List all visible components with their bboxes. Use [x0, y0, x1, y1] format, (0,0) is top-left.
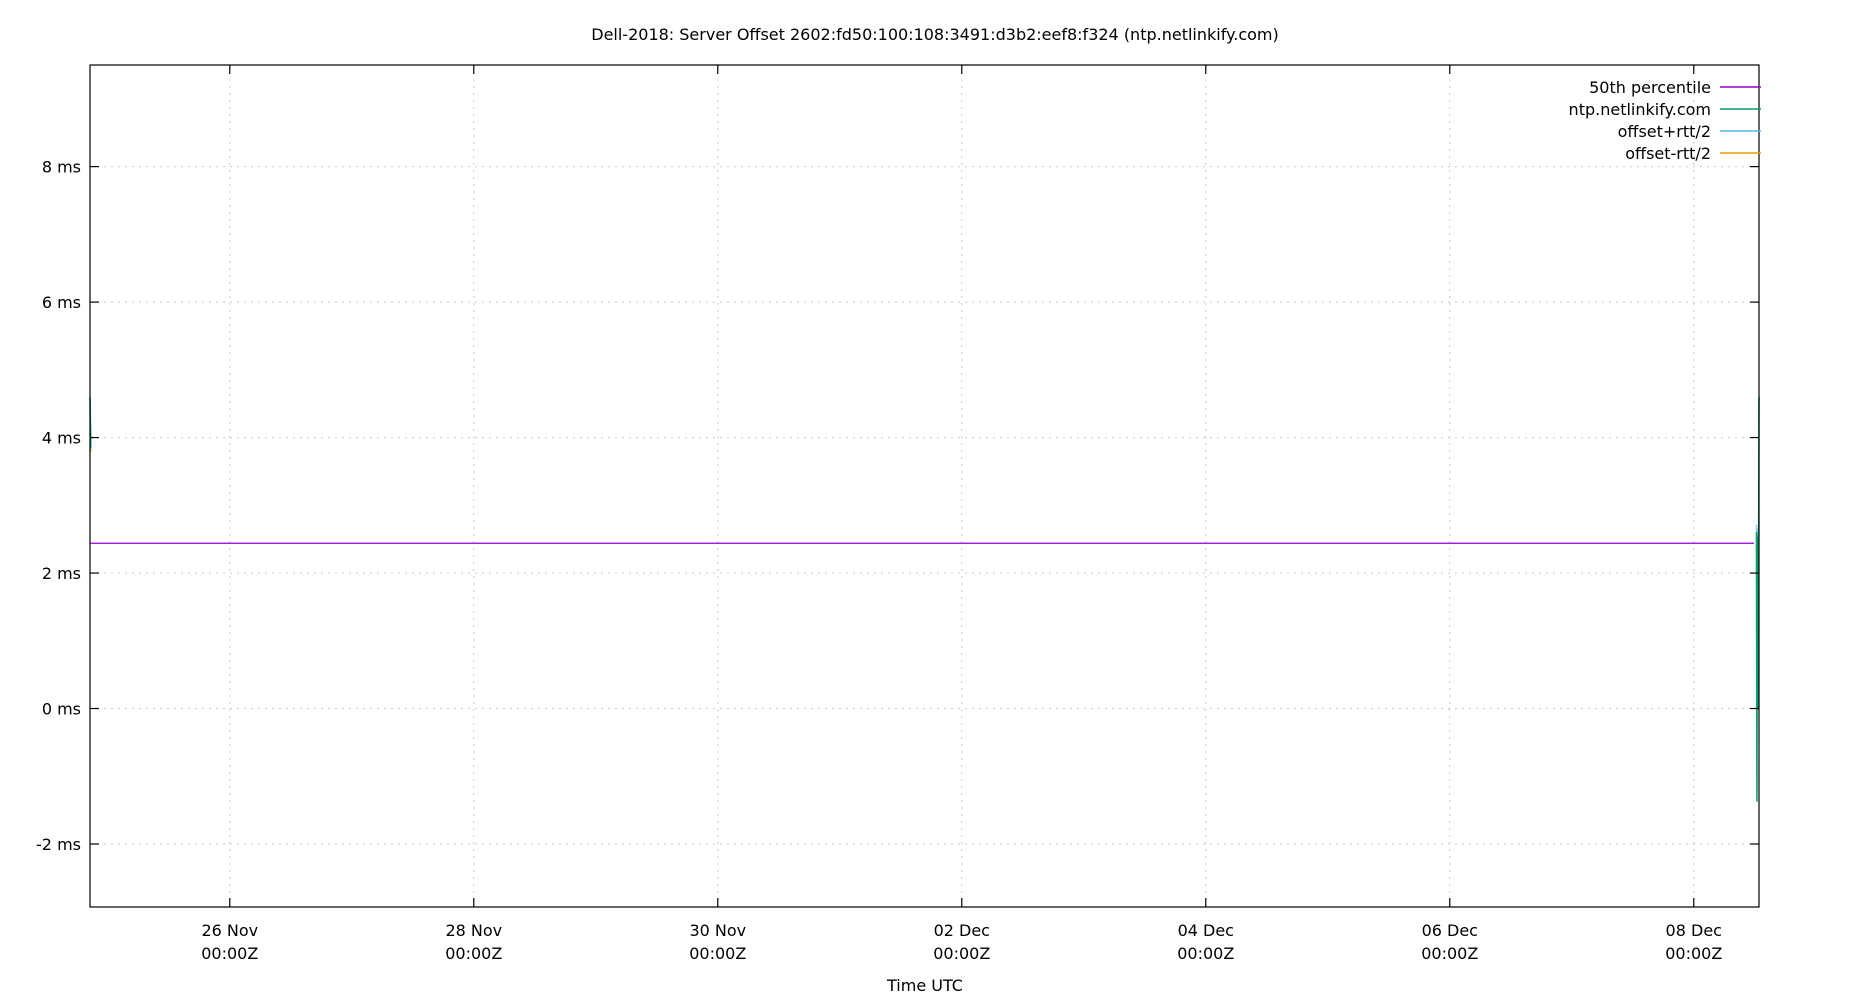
legend: 50th percentile ntp.netlinkify.com offset+…	[1569, 78, 1761, 163]
x-tick-label-time: 00:00Z	[1665, 944, 1722, 963]
x-tick-label-time: 00:00Z	[1421, 944, 1478, 963]
x-tick-label-time: 00:00Z	[689, 944, 746, 963]
series-layer	[89, 396, 1760, 802]
x-tick-label-time: 00:00Z	[201, 944, 258, 963]
data-point	[1756, 528, 1758, 530]
y-tick-label: 6 ms	[42, 293, 81, 312]
y-tick-label: -2 ms	[36, 835, 81, 854]
x-tick-label-date: 30 Nov	[689, 921, 746, 940]
y-tick-label: 2 ms	[42, 564, 81, 583]
x-tick-label-time: 00:00Z	[445, 944, 502, 963]
x-tick-label-date: 26 Nov	[201, 921, 258, 940]
data-point	[1756, 800, 1758, 802]
x-tick-label-date: 08 Dec	[1666, 921, 1722, 940]
x-tick-label-date: 02 Dec	[934, 921, 990, 940]
data-point	[1755, 525, 1758, 527]
x-tick-label-date: 06 Dec	[1422, 921, 1478, 940]
legend-label: offset-rtt/2	[1625, 144, 1711, 163]
x-axis-label: Time UTC	[886, 976, 963, 995]
grid	[90, 65, 1759, 907]
y-tick-label: 4 ms	[42, 429, 81, 448]
legend-label: 50th percentile	[1589, 78, 1711, 97]
plot-border	[89, 64, 1760, 908]
legend-label: ntp.netlinkify.com	[1569, 100, 1711, 119]
x-tick-label-time: 00:00Z	[1177, 944, 1234, 963]
x-tick-label-time: 00:00Z	[933, 944, 990, 963]
chart-title: Dell-2018: Server Offset 2602:fd50:100:1…	[591, 25, 1279, 44]
legend-label: offset+rtt/2	[1618, 122, 1711, 141]
y-tick-label: 8 ms	[42, 158, 81, 177]
data-point	[1755, 531, 1758, 534]
x-tick-label-date: 28 Nov	[445, 921, 502, 940]
axis-ticks: -2 ms 0 ms 2 ms 4 ms 6 ms 8 ms 26 Nov 00:00Z 28 …	[36, 65, 1759, 963]
data-point	[1756, 535, 1758, 537]
y-tick-label: 0 ms	[42, 700, 81, 719]
x-tick-label-date: 04 Dec	[1178, 921, 1234, 940]
